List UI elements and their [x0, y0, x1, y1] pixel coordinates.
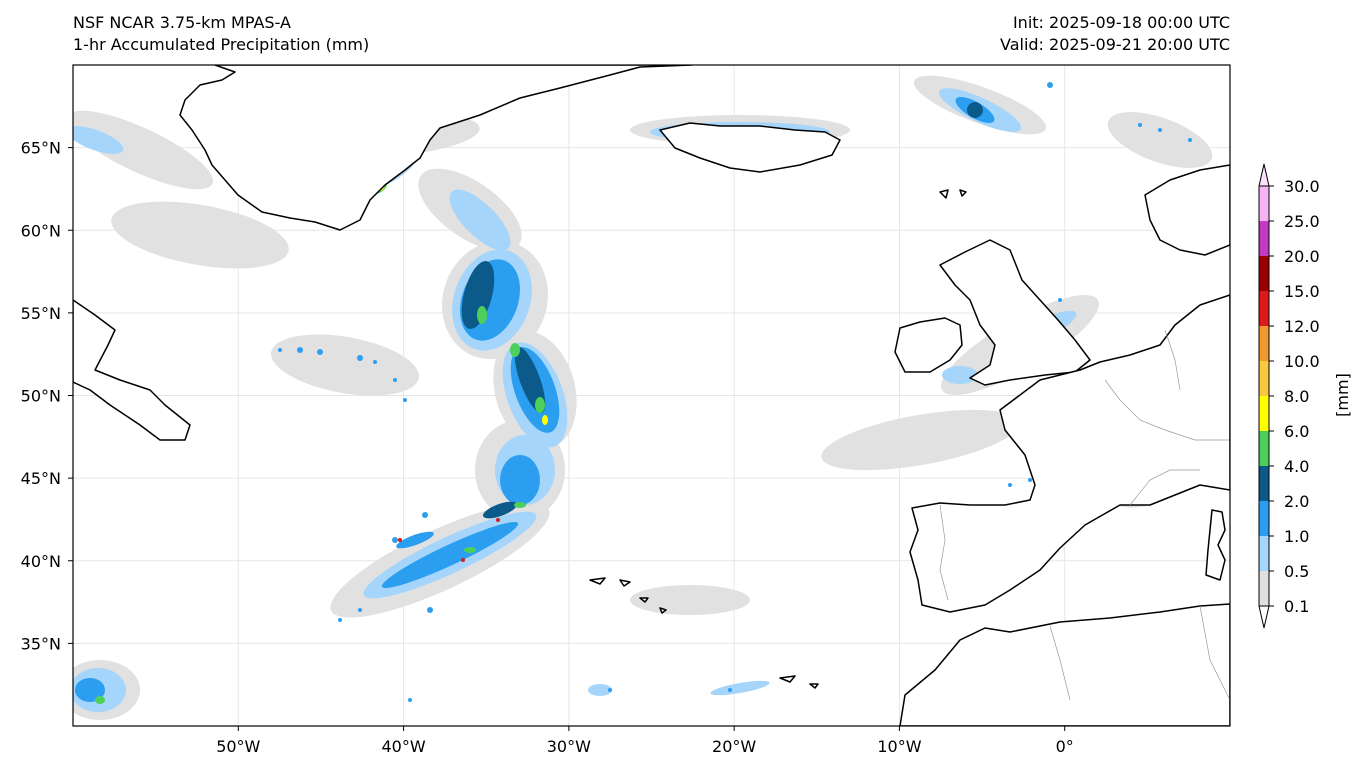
lon-tick-label: 30°W — [547, 737, 591, 756]
lat-tick-label: 50°N — [21, 387, 61, 406]
greenland-coast — [179, 65, 693, 231]
colorbar-under-arrow — [1258, 605, 1270, 629]
longitude-ticks: 50°W 40°W 30°W 20°W 10°W 0° — [216, 726, 1074, 756]
colorbar-segment — [1259, 396, 1269, 431]
lat-tick-label: 55°N — [21, 304, 61, 323]
colorbar-tick-label: 1.0 — [1284, 527, 1309, 546]
faroe-islands — [939, 189, 967, 199]
colorbar-segment — [1259, 536, 1269, 571]
africa-coast — [899, 603, 1230, 726]
colorbar-unit-label: [mm] — [1333, 373, 1352, 417]
model-name: NSF NCAR 3.75-km MPAS-A — [73, 13, 291, 32]
scandinavia-coast — [1144, 164, 1230, 256]
coastlines — [73, 65, 1230, 726]
latitude-ticks: 65°N 60°N 55°N 50°N 45°N 40°N 35°N — [21, 139, 73, 653]
lat-tick-label: 65°N — [21, 139, 61, 158]
colorbar-segment — [1259, 186, 1269, 221]
country-borders — [939, 329, 1230, 701]
canary-islands — [779, 675, 819, 689]
colorbar-tick-label: 30.0 — [1284, 177, 1320, 196]
azores-islands — [589, 577, 667, 614]
great-britain-coast — [939, 239, 1091, 386]
colorbar-segment — [1259, 256, 1269, 291]
colorbar-segment — [1259, 431, 1269, 466]
colorbar-tick-label: 20.0 — [1284, 247, 1320, 266]
title-left: NSF NCAR 3.75-km MPAS-A 1-hr Accumulated… — [73, 12, 369, 56]
lon-tick-label: 20°W — [712, 737, 756, 756]
colorbar-segment — [1259, 571, 1269, 606]
colorbar-segment — [1259, 501, 1269, 536]
newfoundland-coast — [73, 299, 191, 441]
colorbar-segment — [1259, 361, 1269, 396]
title-right: Init: 2025-09-18 00:00 UTC Valid: 2025-0… — [1000, 12, 1230, 56]
field-name: 1-hr Accumulated Precipitation (mm) — [73, 35, 370, 54]
lat-tick-label: 35°N — [21, 634, 61, 653]
lon-tick-label: 0° — [1056, 737, 1074, 756]
iceland-coast — [659, 122, 841, 173]
colorbar-over-arrow — [1258, 163, 1270, 187]
colorbar-segment — [1259, 221, 1269, 256]
colorbar: 0.1 0.5 1.0 2.0 4.0 6.0 8.0 10.0 12.0 15.0 20.0 25.… — [1258, 163, 1320, 629]
ireland-coast — [894, 317, 963, 373]
map-panel: 50°W 40°W 30°W 20°W 10°W 0° 65°N 60°N 55°N 50°N 4… — [21, 64, 1231, 756]
valid-time: Valid: 2025-09-21 20:00 UTC — [999, 35, 1230, 54]
lat-tick-label: 45°N — [21, 469, 61, 488]
colorbar-tick-label: 4.0 — [1284, 457, 1309, 476]
colorbar-segment — [1259, 291, 1269, 326]
colorbar-tick-label: 12.0 — [1284, 317, 1320, 336]
colorbar-tick-label: 25.0 — [1284, 212, 1320, 231]
colorbar-tick-label: 6.0 — [1284, 422, 1309, 441]
gridlines — [73, 65, 1230, 726]
continental-europe-coast — [909, 294, 1230, 613]
colorbar-tick-label: 0.5 — [1284, 562, 1309, 581]
lat-tick-label: 40°N — [21, 552, 61, 571]
colorbar-tick-label: 8.0 — [1284, 387, 1309, 406]
colorbar-tick-label: 0.1 — [1284, 597, 1309, 616]
colorbar-tick-label: 2.0 — [1284, 492, 1309, 511]
lon-tick-label: 40°W — [381, 737, 425, 756]
colorbar-tick-label: 15.0 — [1284, 282, 1320, 301]
lat-tick-label: 60°N — [21, 221, 61, 240]
lon-tick-label: 50°W — [216, 737, 260, 756]
colorbar-segment — [1259, 466, 1269, 501]
init-time: Init: 2025-09-18 00:00 UTC — [1012, 13, 1230, 32]
colorbar-segment — [1259, 326, 1269, 361]
colorbar-tick-label: 10.0 — [1284, 352, 1320, 371]
lon-tick-label: 10°W — [877, 737, 921, 756]
corsica-sardinia-coast — [1205, 509, 1226, 581]
